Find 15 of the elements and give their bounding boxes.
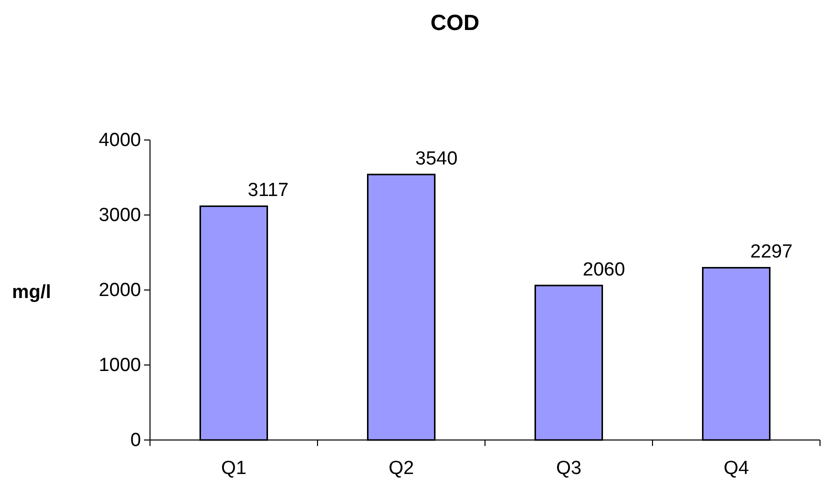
data-label: 3117 <box>248 180 289 202</box>
x-tick-label: Q2 <box>388 458 414 479</box>
x-tick-label: Q1 <box>221 458 246 479</box>
data-label: 2060 <box>582 260 626 280</box>
data-label: 3540 <box>415 148 458 170</box>
x-tick-label: Q3 <box>556 458 582 479</box>
chart-title: COD <box>430 10 480 35</box>
y-tick-label: 3000 <box>98 205 141 226</box>
y-tick-label: 1000 <box>98 355 141 376</box>
x-tick-label: Q4 <box>724 458 750 479</box>
y-axis-title: mg/l <box>12 282 52 303</box>
y-tick-label: 4000 <box>98 130 141 152</box>
y-tick-label: 0 <box>130 430 141 452</box>
y-tick-label: 2000 <box>98 280 141 302</box>
data-label: 2297 <box>750 242 793 263</box>
